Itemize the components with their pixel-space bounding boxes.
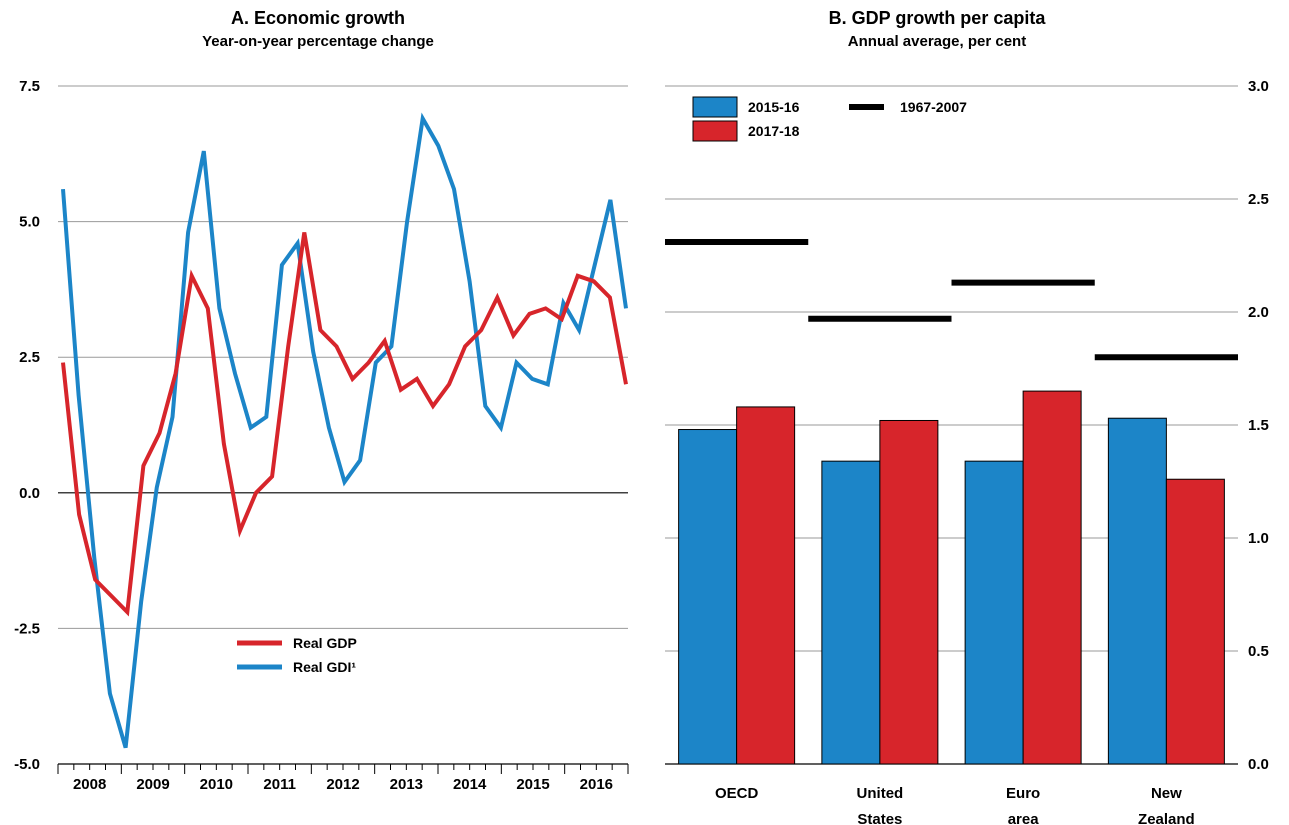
legend-2015-16-label: 2015-16 — [748, 99, 800, 115]
panel-b-y-tick-label: 1.0 — [1248, 530, 1269, 547]
legend-real-gdi-label: Real GDI¹ — [293, 659, 356, 675]
bar-2015-16 — [678, 429, 738, 765]
bar-2015-16 — [821, 460, 881, 765]
panel-b-y-tick-label: 2.0 — [1248, 304, 1269, 321]
series-line-real-gdi — [61, 112, 628, 749]
panel-a-y-tick-label: 2.5 — [19, 349, 40, 366]
bar-2015-16 — [1107, 417, 1167, 765]
bar-2017-18 — [736, 406, 796, 765]
panel-a-x-tick-label: 2013 — [390, 776, 423, 793]
panel-b-category-label: OECD — [715, 785, 759, 802]
panel-b-category-label: Zealand — [1138, 811, 1195, 825]
panel-b-y-tick-label: 2.5 — [1248, 191, 1269, 208]
panel-a-x-tick-label: 2014 — [453, 776, 487, 793]
panel-a-x-tick-label: 2008 — [73, 776, 106, 793]
bar-2015-16 — [964, 460, 1024, 765]
panel-b-subtitle: Annual average, per cent — [848, 33, 1026, 50]
panel-b-category-label: States — [857, 811, 902, 825]
bar-2017-18 — [879, 419, 939, 765]
panel-a-title: A. Economic growth — [231, 8, 405, 28]
panel-b-y-tick-label: 1.5 — [1248, 417, 1269, 434]
panel-b-category-label: area — [1008, 811, 1040, 825]
panel-b-category-label: Euro — [1006, 785, 1040, 802]
panel-b-category-label: United — [857, 785, 904, 802]
legend-2015-16-swatch — [692, 96, 738, 118]
panel-a-legend: Real GDP Real GDI¹ — [237, 635, 357, 675]
panel-a-x-tick-label: 2010 — [200, 776, 233, 793]
panel-a-x-tick-label: 2012 — [326, 776, 359, 793]
panel-a-plot: 7.5 5.0 2.5 0.0 -2.5 -5.0 2008 2009 2010 2011 2012… — [14, 78, 629, 793]
panel-a-y-tick-label: 0.0 — [19, 485, 40, 502]
panel-b-legend: 2015-16 2017-18 1967-2007 — [692, 96, 967, 142]
panel-b-plot: 3.0 2.5 2.0 1.5 1.0 0.5 0.0 OECD United States Eur… — [665, 78, 1269, 825]
legend-1967-2007-label: 1967-2007 — [900, 99, 967, 115]
legend-real-gdp-label: Real GDP — [293, 635, 357, 651]
panel-a-y-tick-label: -2.5 — [14, 620, 40, 637]
panel-a-subtitle: Year-on-year percentage change — [202, 33, 434, 50]
panel-a-y-tick-label: 5.0 — [19, 214, 40, 231]
panel-b-y-tick-label: 3.0 — [1248, 78, 1269, 95]
panel-a-x-tick-label: 2011 — [263, 776, 296, 793]
panel-a-x-tick-label: 2009 — [136, 776, 169, 793]
bar-2017-18 — [1022, 390, 1082, 765]
panel-a-y-tick-label: -5.0 — [14, 756, 40, 773]
panel-a-x-tick-label: 2015 — [516, 776, 549, 793]
legend-2017-18-label: 2017-18 — [748, 123, 800, 139]
bar-2017-18 — [1165, 478, 1225, 765]
panel-b-title: B. GDP growth per capita — [829, 8, 1047, 28]
panel-a-y-tick-label: 7.5 — [19, 78, 40, 95]
panel-b-y-tick-label: 0.0 — [1248, 756, 1269, 773]
panel-b-y-tick-label: 0.5 — [1248, 643, 1269, 660]
panel-b-category-label: New — [1151, 785, 1182, 802]
series-line-real-gdp — [61, 232, 628, 617]
legend-2017-18-swatch — [692, 120, 738, 142]
panel-a-x-tick-label: 2016 — [580, 776, 613, 793]
